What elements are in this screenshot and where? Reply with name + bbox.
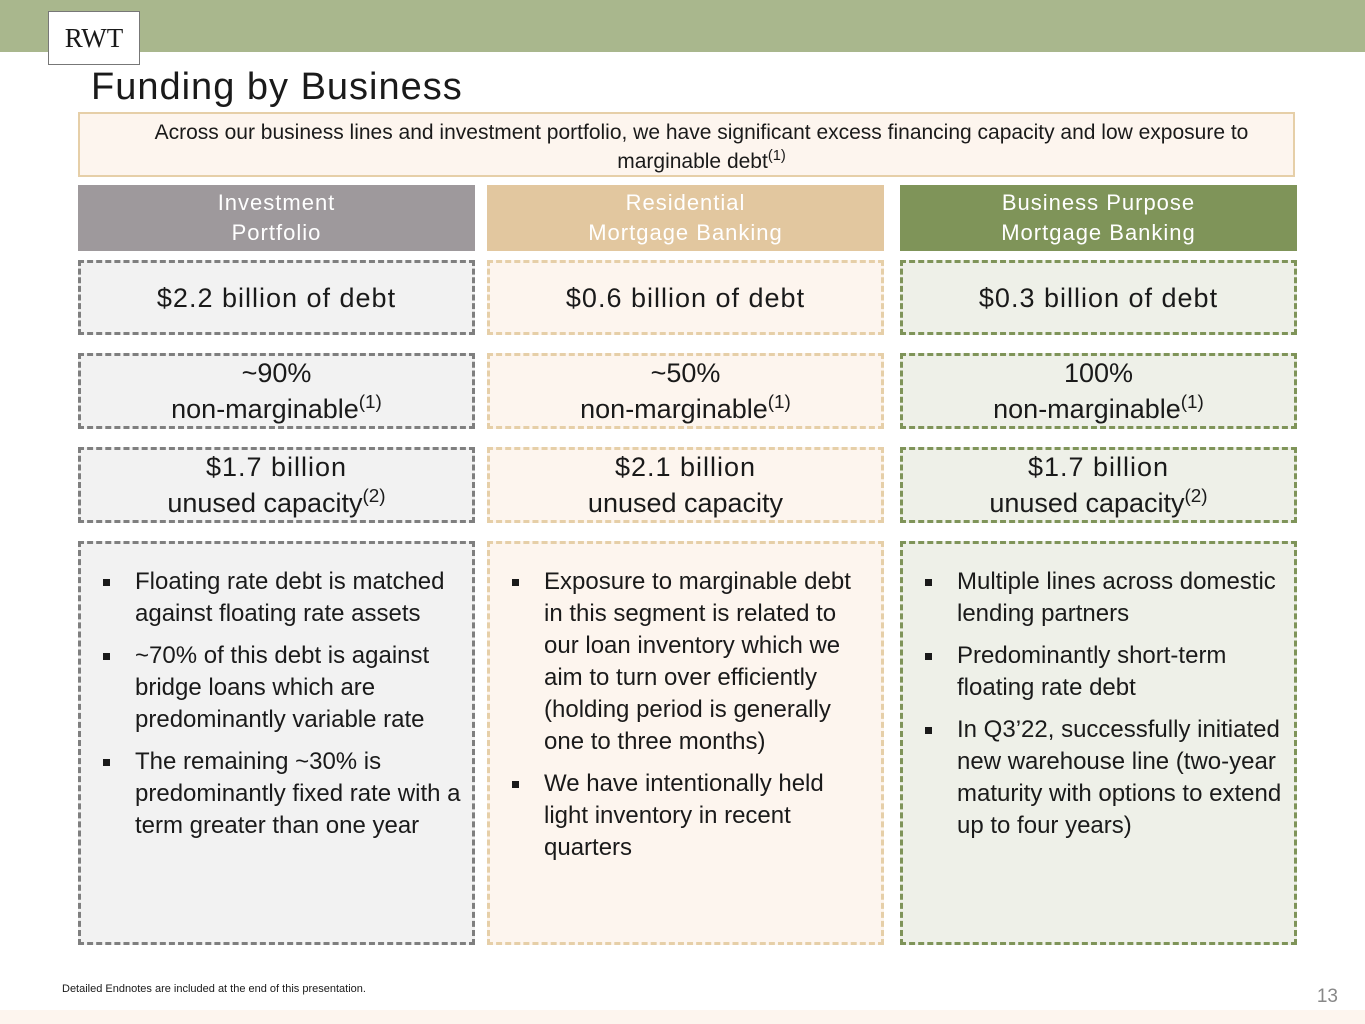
bullet-item: Predominantly short-term floating rate d…: [923, 640, 1284, 704]
debt-box: $0.3 billion of debt: [900, 260, 1297, 335]
logo: RWT: [48, 11, 140, 65]
summary-banner: Across our business lines and investment…: [78, 112, 1295, 177]
bullet-item: We have intentionally held light invento…: [510, 768, 871, 864]
top-band: [0, 0, 1365, 52]
bullet-item: Exposure to marginable debt in this segm…: [510, 566, 871, 758]
marginable-box: ~50% non-marginable(1): [487, 353, 884, 429]
page-number: 13: [1316, 986, 1338, 1007]
capacity-box: $2.1 billion unused capacity: [487, 447, 884, 523]
bottom-band: [0, 1010, 1365, 1024]
details-box: Multiple lines across domestic lending p…: [900, 541, 1297, 945]
debt-box: $2.2 billion of debt: [78, 260, 475, 335]
bullet-item: In Q3’22, successfully initiated new war…: [923, 714, 1284, 842]
capacity-box: $1.7 billion unused capacity(2): [78, 447, 475, 523]
column-header: Investment Portfolio: [78, 185, 475, 251]
footnote: Detailed Endnotes are included at the en…: [62, 983, 366, 995]
column-header: Business Purpose Mortgage Banking: [900, 185, 1297, 251]
details-box: Exposure to marginable debt in this segm…: [487, 541, 884, 945]
marginable-box: ~90% non-marginable(1): [78, 353, 475, 429]
marginable-box: 100% non-marginable(1): [900, 353, 1297, 429]
bullet-item: ~70% of this debt is against bridge loan…: [101, 640, 462, 736]
bullet-item: The remaining ~30% is predominantly fixe…: [101, 746, 462, 842]
details-box: Floating rate debt is matched against fl…: [78, 541, 475, 945]
capacity-box: $1.7 billion unused capacity(2): [900, 447, 1297, 523]
column-header: Residential Mortgage Banking: [487, 185, 884, 251]
bullet-item: Multiple lines across domestic lending p…: [923, 566, 1284, 630]
bullet-item: Floating rate debt is matched against fl…: [101, 566, 462, 630]
debt-box: $0.6 billion of debt: [487, 260, 884, 335]
page-title: Funding by Business: [91, 66, 463, 108]
